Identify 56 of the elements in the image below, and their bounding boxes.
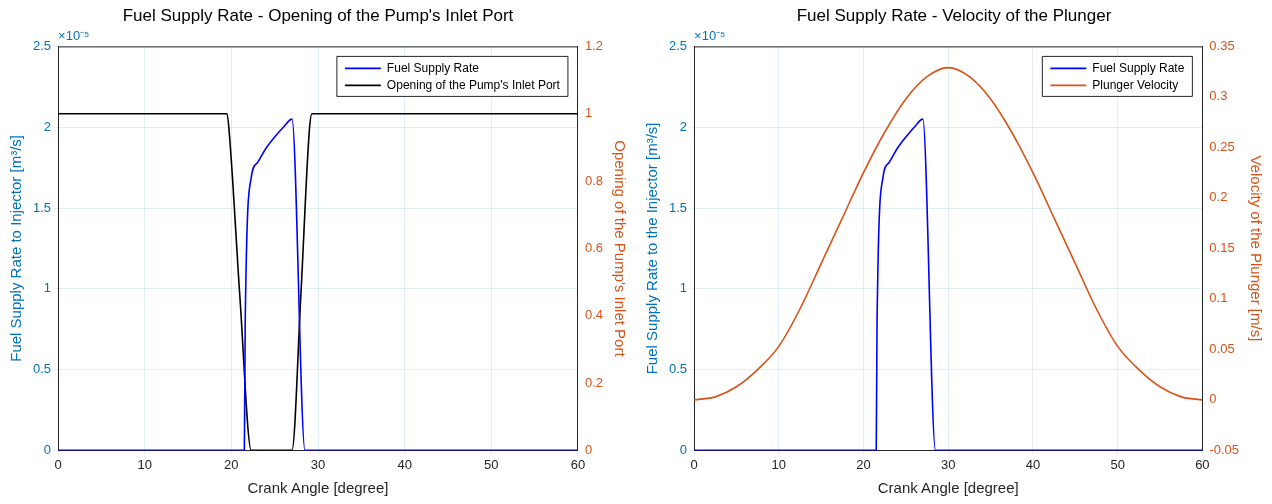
legend-label: Fuel Supply Rate bbox=[386, 60, 480, 75]
y2-tick-label: 0.2 bbox=[584, 374, 604, 390]
y2-axis-title: Velocity of the Plunger [m/s] bbox=[1247, 155, 1265, 342]
x-tick-label: 60 bbox=[1195, 456, 1210, 472]
x-tick-label: 20 bbox=[224, 456, 239, 472]
y-tick-label: 1.5 bbox=[668, 199, 688, 215]
x-tick-label: 10 bbox=[137, 456, 152, 472]
legend-label: Plunger Velocity bbox=[1092, 77, 1179, 92]
y2-axis-title: Opening of the Pump's Inlet Port bbox=[611, 140, 629, 358]
y-tick-label: 1 bbox=[43, 280, 52, 296]
y2-tick-label: 0 bbox=[1209, 391, 1217, 407]
y-tick-label: 2.5 bbox=[32, 37, 52, 53]
legend-label: Fuel Supply Rate bbox=[1092, 60, 1185, 75]
y2-tick-label: 0.4 bbox=[584, 307, 604, 323]
y2-tick-label: 0.8 bbox=[584, 172, 604, 188]
y2-tick-label: 0.35 bbox=[1209, 37, 1235, 53]
y-tick-label: 0.5 bbox=[32, 361, 52, 377]
y2-tick-label: 0.1 bbox=[1209, 290, 1228, 306]
text: ×10⁻⁵ bbox=[694, 28, 726, 44]
x-tick-label: 40 bbox=[1025, 456, 1041, 472]
y2-tick-label: 0.6 bbox=[584, 239, 604, 255]
y-tick-label: 2 bbox=[43, 118, 52, 134]
x-axis-title: Crank Angle [degree] bbox=[877, 479, 1019, 497]
y2-tick-label: 0.25 bbox=[1209, 138, 1235, 154]
y-tick-label: 2.5 bbox=[668, 37, 688, 53]
y2-tick-label: 1 bbox=[584, 105, 593, 121]
y2-tick-label: 0.15 bbox=[1209, 239, 1235, 255]
x-tick-label: 30 bbox=[940, 456, 956, 472]
y-tick-label: 1 bbox=[679, 280, 688, 296]
y2-tick-label: -0.05 bbox=[1209, 441, 1240, 457]
x-tick-label: 50 bbox=[484, 456, 499, 472]
y-axis-title: Fuel Supply Rate to the Injector [m³/s] bbox=[643, 122, 661, 375]
x-tick-label: 60 bbox=[570, 456, 586, 472]
x-tick-label: 20 bbox=[856, 456, 871, 472]
x-tick-label: 40 bbox=[397, 456, 412, 472]
chart-title: Fuel Supply Rate - Opening of the Pump's Inlet Port bbox=[122, 5, 514, 25]
x-tick-label: 10 bbox=[771, 456, 787, 472]
x-tick-label: 50 bbox=[1110, 456, 1125, 472]
chart-title: Fuel Supply Rate - Velocity of the Plunger bbox=[796, 5, 1112, 25]
y2-tick-label: 0 bbox=[584, 441, 593, 457]
y-tick-label: 0 bbox=[43, 441, 52, 457]
x-axis-title: Crank Angle [degree] bbox=[247, 479, 389, 497]
x-tick-label: 30 bbox=[310, 456, 326, 472]
x-tick-label: 0 bbox=[690, 456, 698, 472]
y-axis-title: Fuel Supply Rate to Injector [m³/s] bbox=[7, 135, 25, 362]
y2-tick-label: 0.05 bbox=[1209, 340, 1235, 356]
y-tick-label: 2 bbox=[679, 118, 688, 134]
x-tick-label: 0 bbox=[54, 456, 62, 472]
y-tick-label: 0.5 bbox=[668, 361, 688, 377]
y2-tick-label: 1.2 bbox=[584, 37, 604, 53]
y2-tick-label: 0.2 bbox=[1209, 189, 1228, 205]
legend-label: Opening of the Pump's Inlet Port bbox=[386, 77, 561, 92]
y-tick-label: 0 bbox=[679, 441, 688, 457]
y2-tick-label: 0.3 bbox=[1209, 88, 1228, 104]
y-tick-label: 1.5 bbox=[32, 199, 52, 215]
text: ×10⁻⁵ bbox=[58, 28, 90, 44]
